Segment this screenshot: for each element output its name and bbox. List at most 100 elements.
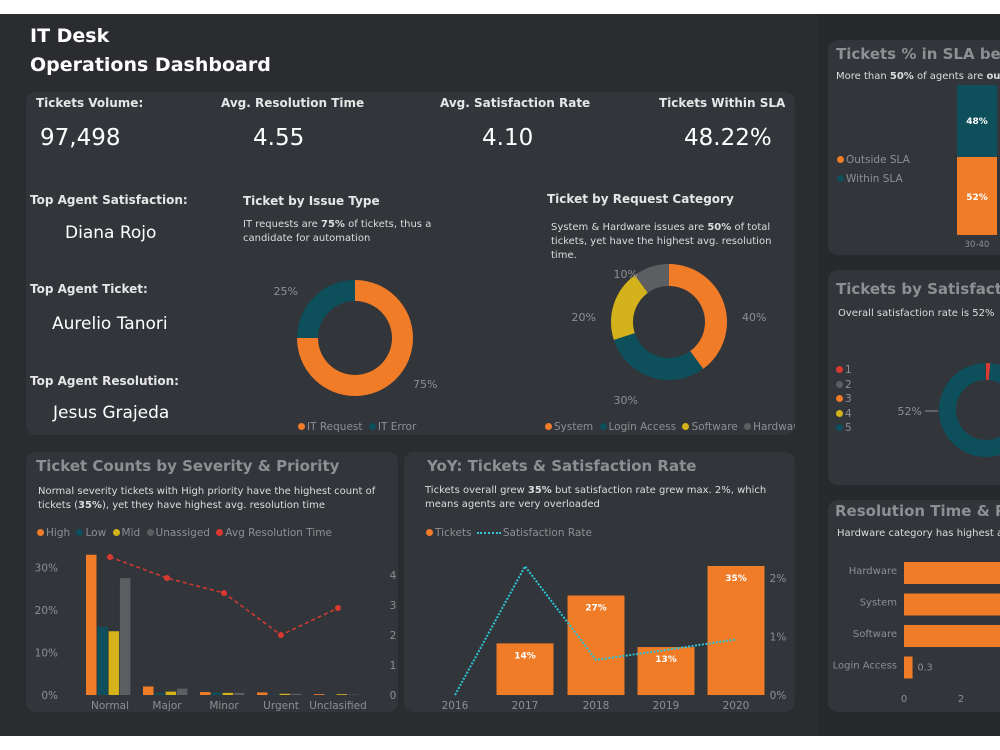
legend-dot — [836, 409, 843, 417]
bar-low — [211, 692, 222, 695]
legend-dot — [836, 424, 843, 431]
legend-label: Avg Resolution Time — [225, 527, 332, 539]
x-tick-label: 2 — [958, 694, 964, 705]
legend-dot — [368, 423, 376, 430]
bar-mid — [165, 691, 177, 695]
resolution-bar — [904, 593, 1000, 616]
category-label: Software — [853, 629, 897, 640]
legend-dot — [545, 423, 552, 430]
resolution-bar — [904, 656, 913, 679]
legend-label: Outside SLA — [846, 154, 910, 166]
y2-tick-label: 2% — [770, 573, 787, 585]
category-label: Login Access — [833, 661, 897, 672]
legend-line — [476, 532, 501, 534]
yoy-chart: 2016 2017 14% 2018 27% 2019 13% 2020 35% 0% 1% 2% — [442, 564, 787, 712]
top-agent-resolution-name: Jesus Grajeda — [53, 403, 170, 423]
y-tick-label: 20% — [35, 605, 58, 617]
legend-label: IT Error — [377, 421, 417, 433]
avg-resolution-point — [164, 575, 170, 581]
avg-resolution-point — [221, 590, 227, 596]
bar-tickets — [567, 595, 625, 695]
severity-legend: High Low Mid Unassiged Avg Resolution Ti… — [37, 527, 332, 539]
y-tick-label: 30% — [35, 563, 58, 575]
bar-tickets — [637, 647, 695, 695]
x-tick-label: Minor — [209, 700, 239, 712]
legend-label: IT Request — [307, 421, 363, 433]
bar-label: 52% — [966, 193, 988, 203]
severity-chart: 0% 10% 20% 30% 0 1 2 3 4 Normal Major Minor Urgent Un… — [35, 554, 397, 712]
y-tick-label: 0% — [41, 690, 58, 702]
legend-dot — [836, 395, 843, 402]
top-agent-ticket-label: Top Agent Ticket: — [30, 282, 148, 296]
bar-high — [143, 686, 154, 695]
bar-high — [86, 554, 97, 695]
resolution-panel: Resolution Time & Re Hardware category h… — [828, 500, 1000, 712]
avg-resolution-point — [107, 554, 113, 560]
bar-high — [314, 694, 325, 695]
severity-panel: Ticket Counts by Severity & Priority Nor… — [26, 452, 398, 712]
x-tick-label: 2020 — [723, 700, 750, 712]
legend-dot — [426, 529, 433, 536]
sla-chart: 52% 48% 30-40 — [957, 85, 997, 250]
x-tick-label: 2018 — [583, 700, 610, 712]
donut-slice — [613, 333, 704, 380]
bar-unassiged — [176, 688, 188, 695]
bar-low — [97, 627, 108, 695]
kpi-label-satisfaction: Avg. Satisfaction Rate — [440, 96, 591, 110]
legend-dot — [599, 423, 607, 430]
legend-dot — [836, 366, 843, 373]
slice-label: 52% — [898, 405, 922, 418]
bar-tickets — [707, 566, 765, 695]
bar-mid — [336, 694, 348, 695]
legend-label: 2 — [845, 378, 852, 391]
severity-subtitle: Normal severity tickets with High priori… — [38, 486, 376, 511]
satisfaction-chart: 52% — [898, 363, 1000, 457]
yoy-title: YoY: Tickets & Satisfaction Rate — [427, 457, 697, 475]
bar-label: 13% — [655, 655, 677, 665]
bar-unassiged — [119, 578, 131, 695]
slice-label: 40% — [742, 311, 766, 324]
bar-unassiged — [290, 693, 302, 695]
bar-high — [257, 692, 268, 695]
bar-label: 14% — [514, 651, 536, 661]
title-line-2: Operations Dashboard — [30, 54, 271, 76]
legend-label: Mid — [121, 527, 141, 539]
request-category-subtitle: System & Hardware issues are 50% of tota… — [551, 222, 772, 261]
legend-dot — [836, 380, 843, 388]
issue-type-legend: IT Request IT Error — [298, 421, 416, 433]
legend-label: Software — [691, 421, 738, 433]
legend-label: 4 — [845, 407, 852, 420]
y2-tick-label: 0% — [770, 690, 787, 702]
bar-tickets — [496, 643, 554, 695]
kpi-value-volume: 97,498 — [40, 125, 121, 151]
donut-slice — [939, 363, 1000, 457]
resolution-bar — [904, 625, 1000, 647]
sla-subtitle: More than 50% of agents are outsi — [836, 71, 1000, 82]
legend-label: Within SLA — [846, 173, 903, 185]
donut-slice — [297, 280, 355, 338]
x-tick-label: Unclasified — [309, 700, 367, 712]
top-agent-satisfaction-label: Top Agent Satisfaction: — [30, 193, 188, 207]
x-tick-label: 0 — [901, 694, 907, 705]
legend-dot — [37, 529, 44, 536]
top-agent-satisfaction-name: Diana Rojo — [65, 223, 157, 243]
resolution-chart: Hardware System Software Login Access 0.3 0 2 — [833, 562, 1000, 705]
slice-label: 25% — [274, 285, 298, 298]
slice-label: 10% — [614, 268, 638, 281]
x-tick-label: 2017 — [512, 700, 539, 712]
donut-slice — [610, 275, 648, 340]
x-tick-label: Major — [152, 700, 182, 712]
bar-label: 27% — [585, 603, 607, 613]
legend-label: 1 — [845, 364, 852, 376]
bar-mid — [222, 692, 234, 695]
legend-label: System — [554, 421, 594, 433]
bar-label: 48% — [966, 117, 988, 127]
satisfaction-panel: Tickets by Satisfaction Overall satisfac… — [828, 270, 1000, 485]
severity-title: Ticket Counts by Severity & Priority — [36, 457, 340, 475]
donut-slice — [297, 280, 413, 396]
legend-dot — [216, 529, 224, 536]
bar-low — [154, 692, 165, 695]
avg-resolution-point — [278, 632, 284, 638]
avg-resolution-point — [335, 605, 341, 611]
bar-mid — [108, 631, 120, 695]
